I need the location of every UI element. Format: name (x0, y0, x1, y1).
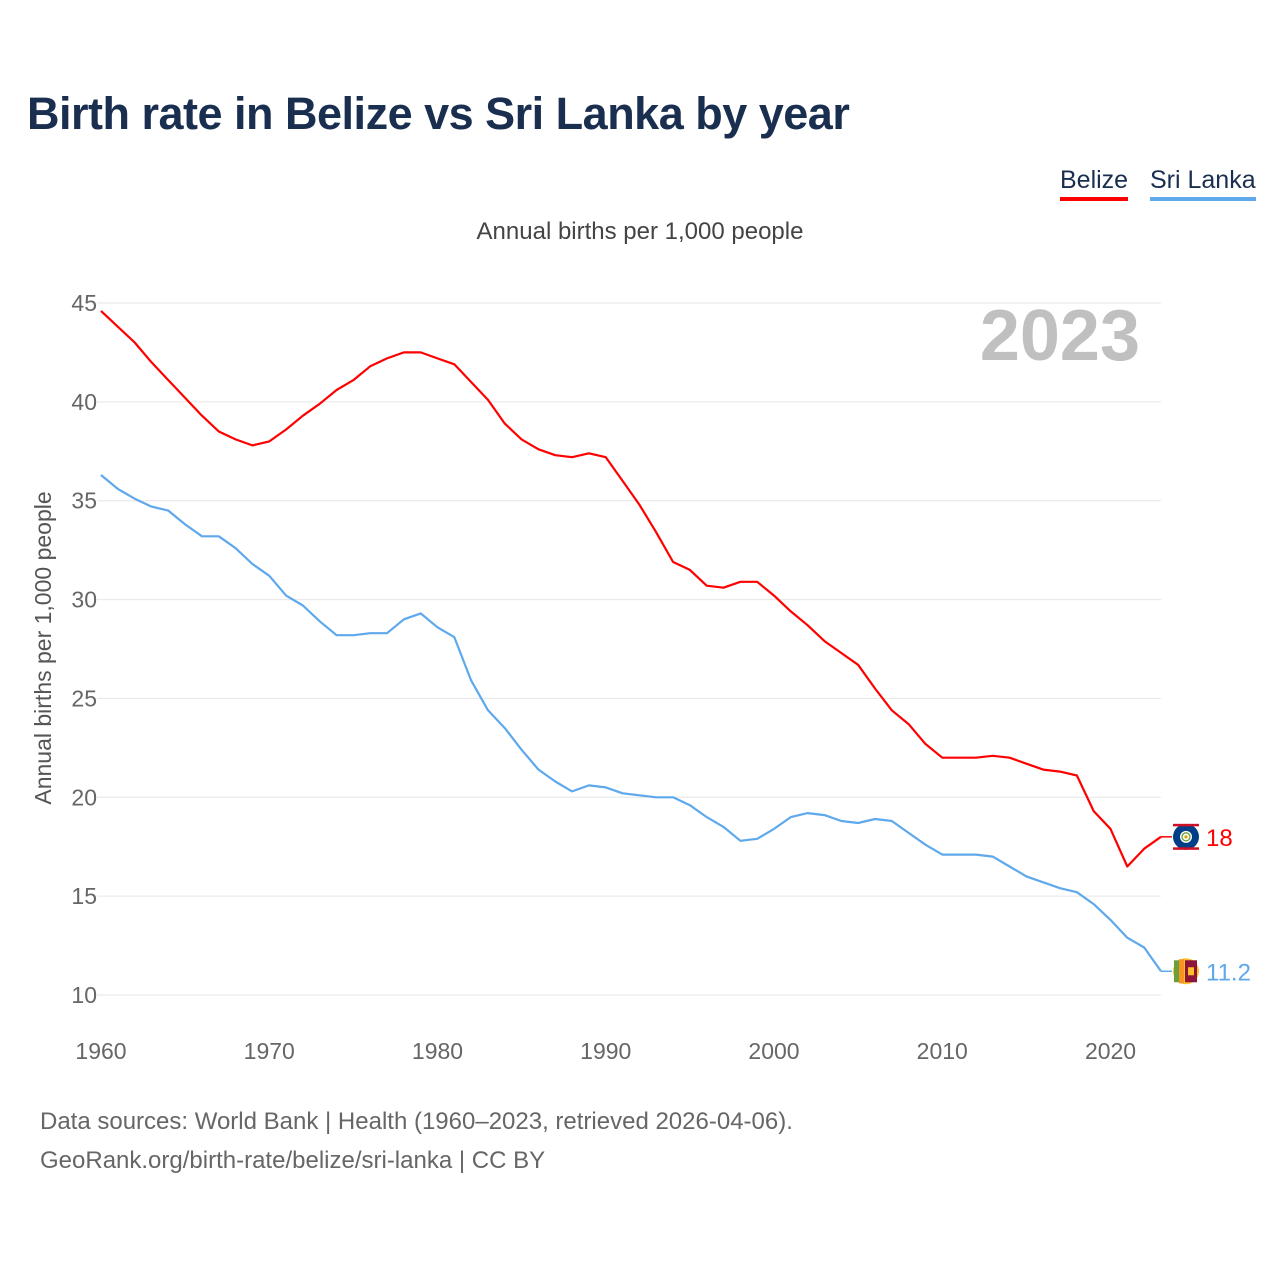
series-line-sri-lanka[interactable] (100, 474, 1162, 972)
y-tick-label: 40 (71, 389, 97, 415)
chart-subtitle: Annual births per 1,000 people (476, 218, 804, 245)
sri-lanka-flag-icon (1173, 958, 1199, 985)
legend-belize[interactable]: Belize (1060, 166, 1129, 201)
footer-link[interactable]: GeoRank.org/birth-rate/belize/sri-lanka … (40, 1147, 546, 1174)
series-line-belize[interactable] (100, 310, 1162, 868)
y-tick-label: 45 (71, 290, 97, 316)
end-value-label: 11.2 (1206, 959, 1251, 986)
end-value-label: 18 (1206, 825, 1233, 852)
legend-sri-lanka[interactable]: Sri Lanka (1150, 166, 1256, 201)
year-watermark: 2023 (980, 296, 1140, 376)
y-tick-label: 25 (71, 685, 97, 711)
x-tick-label: 2020 (1085, 1038, 1136, 1064)
y-tick-label: 15 (71, 883, 97, 909)
x-tick-label: 2010 (917, 1038, 968, 1064)
x-tick-label: 1960 (75, 1038, 126, 1064)
x-tick-label: 1980 (412, 1038, 463, 1064)
chart-title: Birth rate in Belize vs Sri Lanka by yea… (27, 88, 850, 139)
x-tick-label: 2000 (748, 1038, 799, 1064)
y-tick-label: 20 (71, 784, 97, 810)
y-tick-label: 35 (71, 488, 97, 514)
footer-sources: Data sources: World Bank | Health (1960–… (40, 1108, 793, 1135)
y-axis-label: Annual births per 1,000 people (30, 491, 56, 804)
y-tick-label: 30 (71, 587, 97, 613)
belize-flag-icon (1173, 823, 1199, 850)
y-tick-label: 10 (71, 982, 97, 1008)
x-tick-label: 1970 (244, 1038, 295, 1064)
x-tick-label: 1990 (580, 1038, 631, 1064)
